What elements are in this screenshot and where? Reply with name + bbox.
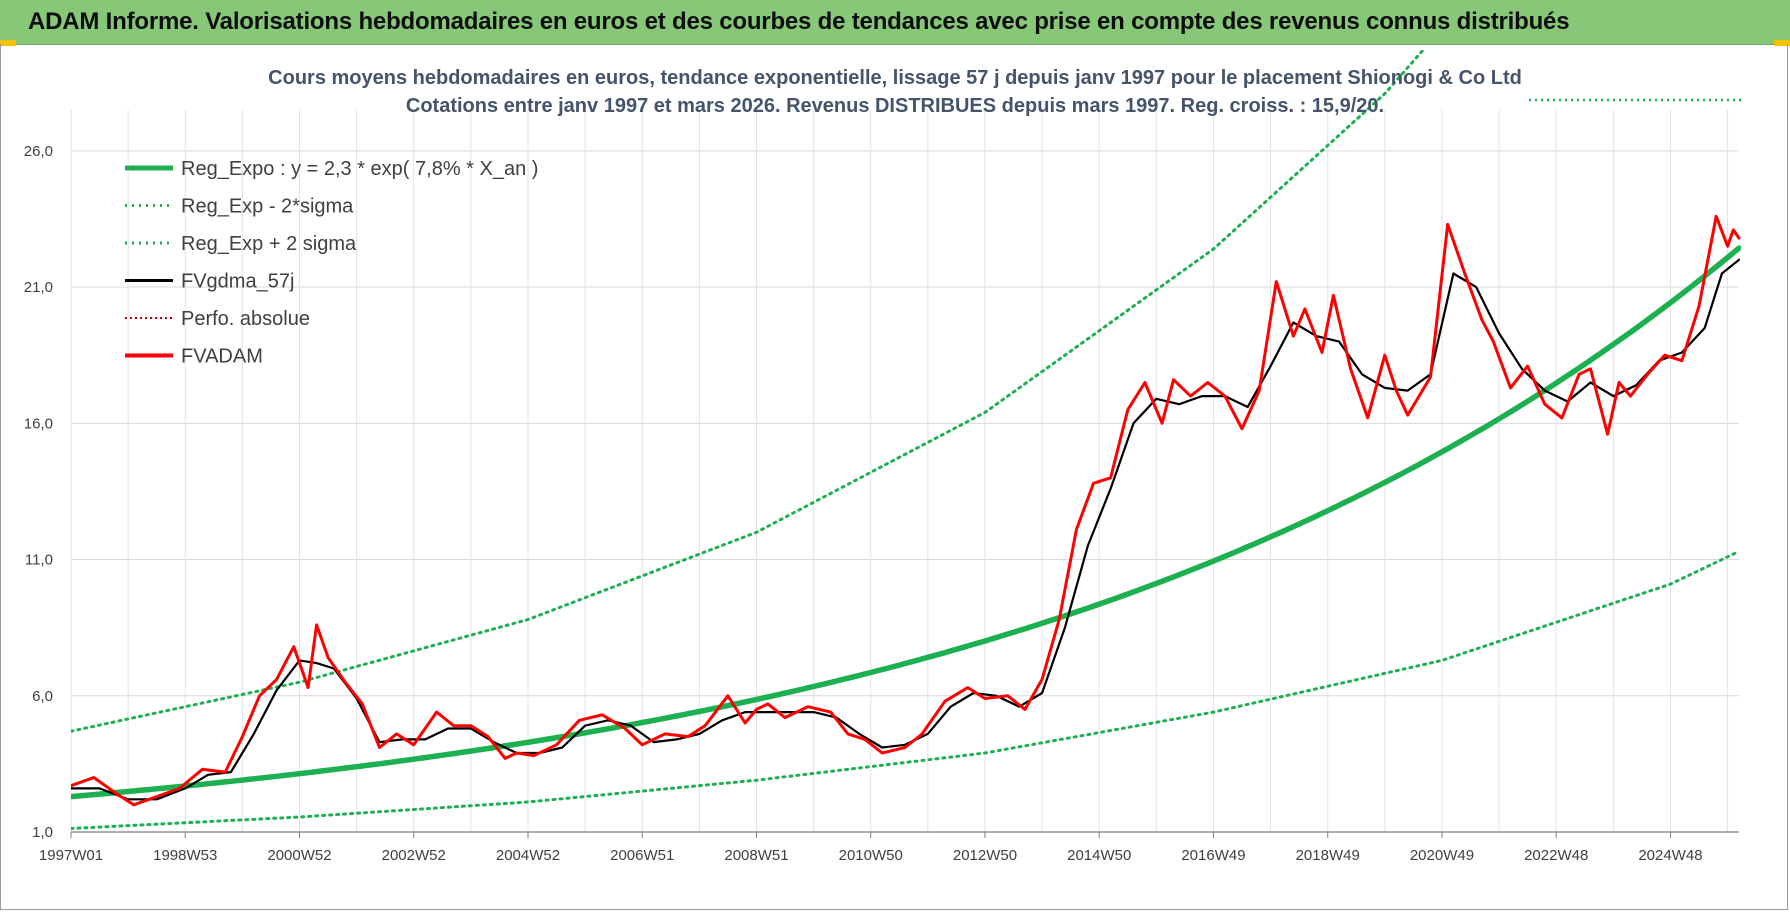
y-tick-label: 1,0 xyxy=(32,824,53,841)
x-tick-label: 2022W48 xyxy=(1524,847,1588,864)
x-tick-label: 2004W52 xyxy=(496,847,560,864)
x-tick-label: 2008W51 xyxy=(724,847,788,864)
smoothed-series xyxy=(71,258,1741,801)
chart-legend: Reg_Expo : y = 2,3 * exp( 7,8% * X_an ) R… xyxy=(125,158,538,368)
x-tick-label: 1998W53 xyxy=(153,847,217,864)
price-series xyxy=(71,214,1741,807)
report-banner: ADAM Informe. Valorisations hebdomadaire… xyxy=(0,0,1790,45)
legend-label-3: FVgdma_57j xyxy=(181,271,294,293)
x-tick-label: 2020W49 xyxy=(1410,847,1474,864)
y-tick-label: 21,0 xyxy=(24,279,53,296)
series-line-1 xyxy=(71,50,1426,733)
chart-title: Cours moyens hebdomadaires en euros, ten… xyxy=(268,67,1522,89)
x-tick-label: 1997W01 xyxy=(39,847,103,864)
chart-grid xyxy=(70,110,1739,833)
corner-marker-left xyxy=(0,40,16,46)
x-tick-label: 2006W51 xyxy=(610,847,674,864)
chart-axes: 1,0 6,0 11,0 16,0 21,0 26,0 1997W01 1998W53 2000… xyxy=(24,143,1739,864)
chart-area: 1,0 6,0 11,0 16,0 21,0 26,0 1997W01 1998W53 2000… xyxy=(0,44,1788,910)
x-tick-label: 2016W49 xyxy=(1181,847,1245,864)
x-tick-label: 2000W52 xyxy=(267,847,331,864)
legend-label-1: Reg_Exp - 2*sigma xyxy=(181,196,354,218)
chart-svg: 1,0 6,0 11,0 16,0 21,0 26,0 1997W01 1998W53 2000… xyxy=(24,50,1741,864)
x-tick-label: 2014W50 xyxy=(1067,847,1131,864)
series-line-2 xyxy=(71,549,1741,830)
y-tick-label: 6,0 xyxy=(32,688,53,705)
series-line-0 xyxy=(71,245,1741,800)
legend-label-4: Perfo. absolue xyxy=(181,308,310,330)
y-tick-label: 11,0 xyxy=(25,552,53,569)
y-tick-label: 26,0 xyxy=(24,143,53,160)
legend-label-2: Reg_Exp + 2 sigma xyxy=(181,233,357,255)
x-tick-label: 2002W52 xyxy=(382,847,446,864)
corner-marker-right xyxy=(1774,40,1790,46)
legend-label-5: FVADAM xyxy=(181,346,263,368)
x-tick-label: 2018W49 xyxy=(1296,847,1360,864)
legend-label-0: Reg_Expo : y = 2,3 * exp( 7,8% * X_an ) xyxy=(181,158,538,180)
x-tick-label: 2012W50 xyxy=(953,847,1017,864)
report-title: ADAM Informe. Valorisations hebdomadaire… xyxy=(28,8,1570,35)
x-tick-label: 2010W50 xyxy=(839,847,903,864)
series-line-4 xyxy=(71,258,1741,801)
series-line-3 xyxy=(71,214,1741,807)
chart-subtitle: Cotations entre janv 1997 et mars 2026. … xyxy=(406,95,1384,117)
y-tick-label: 16,0 xyxy=(24,415,53,432)
chart-titles: Cours moyens hebdomadaires en euros, ten… xyxy=(268,67,1522,117)
x-tick-label: 2024W48 xyxy=(1638,847,1702,864)
trend-curve xyxy=(71,245,1741,800)
